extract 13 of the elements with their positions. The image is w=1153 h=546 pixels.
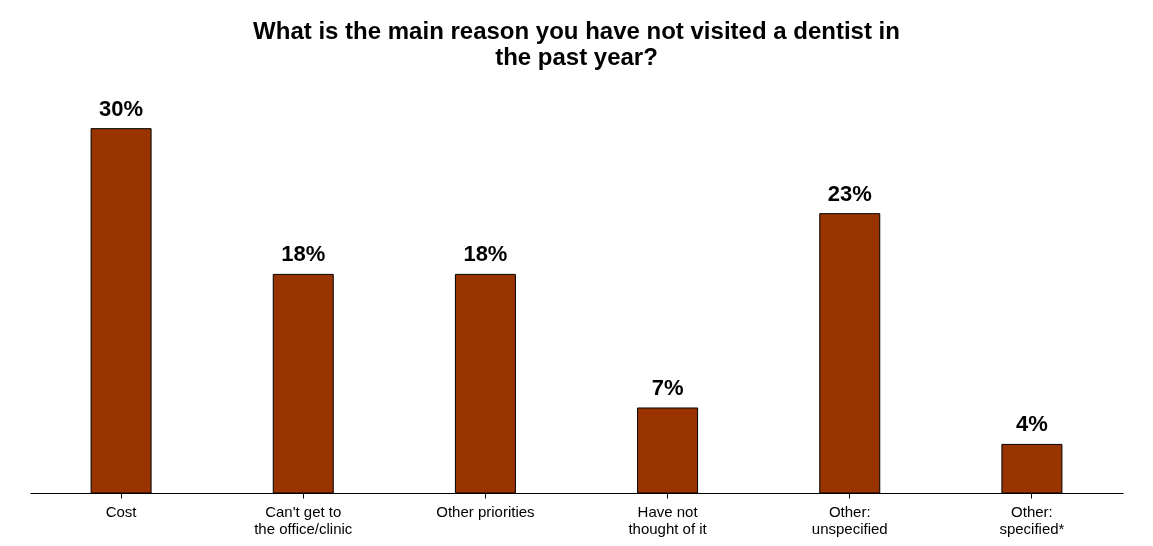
data-label: 18% [463,241,508,267]
chart-title: What is the main reason you have not visited a dentist in the past year? [253,17,900,70]
x-tick-label: Other priorities [436,502,535,520]
data-label: 30% [99,95,144,121]
x-tick-label: Cost [105,502,138,520]
data-label: 23% [827,180,872,206]
x-tick-label: Have not thought of it [628,502,708,537]
x-tick-label: Other: specified* [999,502,1065,537]
x-tick-label: Can't get to the office/clinic [254,502,353,537]
data-label: 4% [1016,411,1048,437]
data-label: 7% [651,374,684,400]
x-tick-label: Other: unspecified [811,502,888,537]
data-label: 18% [281,241,326,267]
